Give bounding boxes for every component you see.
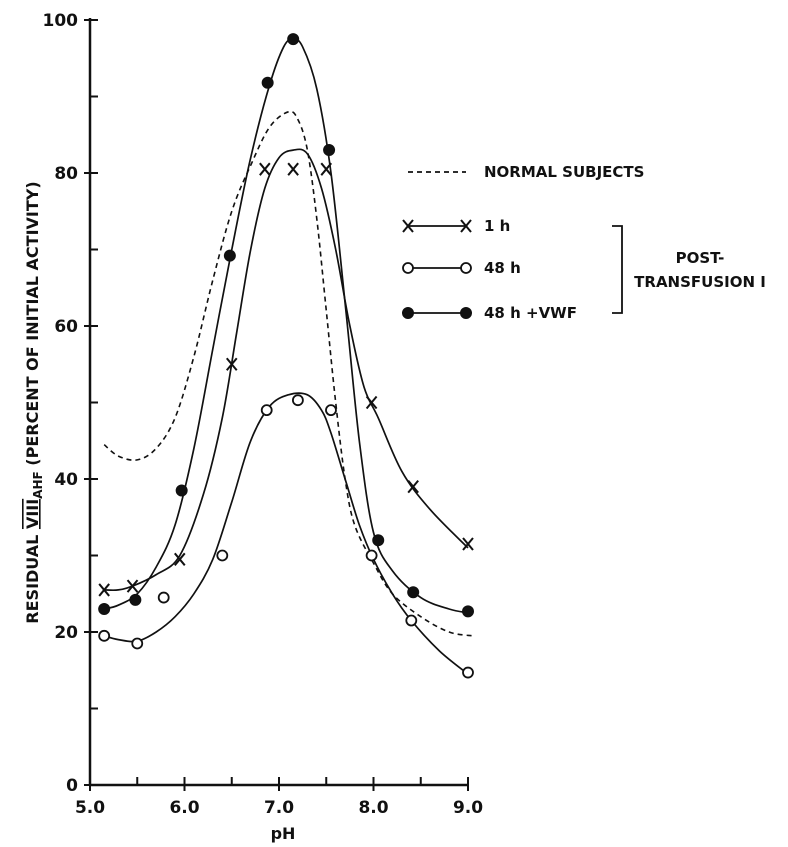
markers (98, 33, 474, 679)
point-1-h (287, 162, 299, 176)
curves (103, 38, 473, 675)
point-48-h-vwf (261, 76, 274, 89)
point-1-h (174, 552, 186, 566)
point-48-h-vwf (287, 33, 300, 46)
point-1-h (407, 480, 419, 494)
point-48-h-vwf (407, 586, 420, 599)
y-tick-label: 100 (43, 11, 79, 31)
point-48-h (405, 614, 418, 627)
y-tick-label: 60 (54, 317, 78, 337)
curve-normal-subjects (103, 110, 473, 637)
legend-label-1-h: 1 h (484, 217, 510, 235)
point-1-h (259, 162, 271, 176)
curve-48-h (103, 392, 469, 675)
point-48-h (216, 549, 229, 562)
point-48-h (98, 629, 111, 642)
point-48-h-vwf (462, 605, 474, 618)
point-48-h (291, 394, 304, 407)
legend-group-label: TRANSFUSION I (634, 273, 766, 291)
point-1-h (320, 162, 333, 176)
point-1-h (462, 537, 474, 551)
point-1-h (126, 579, 139, 593)
point-48-h-vwf (129, 593, 142, 606)
labels: 0 20 40 60 80 100 5.0 6.0 7.0 8.0 9.0 pH RESIDUAL VI… (23, 11, 483, 843)
point-1-h (365, 395, 378, 410)
curve-1-h (104, 148, 469, 592)
legend-marker-48-h-vwf (460, 307, 472, 319)
legend-marker-48-h (460, 262, 472, 274)
point-48-h-vwf (323, 144, 336, 157)
legend-label-48-h-vwf: 48 h +VWF (484, 304, 577, 322)
point-48-h-vwf (98, 603, 111, 616)
point-48-h-vwf (175, 484, 188, 497)
y-tick-label: 0 (66, 776, 78, 796)
point-48-h (365, 549, 378, 562)
legend-label-48-h: 48 h (484, 259, 521, 277)
point-48-h (325, 404, 337, 417)
point-48-h-vwf (223, 249, 236, 262)
point-1-h (225, 357, 238, 371)
legend-bracket (612, 225, 623, 314)
legend-label-normal-subjects: NORMAL SUBJECTS (484, 163, 644, 181)
legend-group-label: POST- (676, 249, 725, 267)
point-48-h (157, 591, 170, 604)
x-tick-label: 5.0 (75, 798, 105, 818)
y-tick-label: 80 (54, 164, 78, 184)
point-48-h (131, 637, 144, 650)
x-tick-label: 6.0 (169, 798, 199, 818)
x-axis-title: pH (271, 824, 296, 843)
legend-marker-48-h-vwf (402, 307, 414, 319)
y-tick-label: 20 (54, 623, 78, 643)
curve-48-h-vwf (103, 38, 469, 614)
legend-marker-48-h (402, 262, 414, 274)
legend-marker-1-h (460, 219, 472, 233)
point-48-h-vwf (372, 534, 385, 547)
point-48-h (260, 404, 273, 417)
legend: NORMAL SUBJECTS 1 h 48 h 48 h +VWF POST- TRAN… (402, 163, 766, 322)
x-tick-label: 8.0 (358, 798, 388, 818)
y-axis-title: RESIDUAL VIIIAHF (PERCENT OF INITIAL ACT… (23, 181, 45, 623)
legend-marker-1-h (402, 219, 414, 233)
y-tick-label: 40 (54, 470, 78, 490)
x-tick-label: 9.0 (453, 798, 483, 818)
point-1-h (98, 583, 110, 597)
axes (84, 18, 469, 791)
x-tick-label: 7.0 (264, 798, 294, 818)
point-48-h (462, 666, 474, 679)
